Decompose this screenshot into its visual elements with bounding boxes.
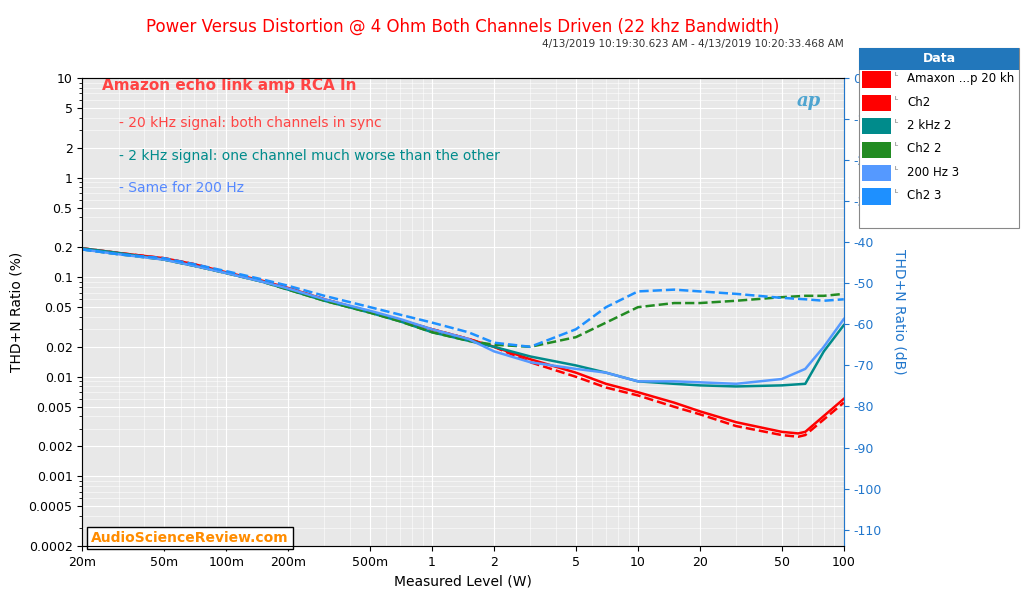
Text: - 2 kHz signal: one channel much worse than the other: - 2 kHz signal: one channel much worse t…: [118, 149, 499, 163]
Bar: [862, 165, 891, 181]
Text: Ch2: Ch2: [908, 95, 930, 109]
Text: 2 kHz 2: 2 kHz 2: [908, 119, 952, 132]
Text: Data: Data: [922, 52, 956, 65]
Text: ᴸ: ᴸ: [894, 190, 897, 198]
Text: Ch2 3: Ch2 3: [908, 189, 942, 202]
Y-axis label: THD+N Ratio (dB): THD+N Ratio (dB): [893, 249, 907, 375]
Bar: [862, 71, 891, 88]
Text: 4/13/2019 10:19:30.623 AM - 4/13/2019 10:20:33.468 AM: 4/13/2019 10:19:30.623 AM - 4/13/2019 10…: [542, 39, 844, 49]
Text: ᴸ: ᴸ: [894, 95, 897, 104]
Text: AudioScienceReview.com: AudioScienceReview.com: [91, 531, 288, 545]
Bar: [862, 142, 891, 158]
X-axis label: Measured Level (W): Measured Level (W): [394, 574, 532, 588]
Bar: [862, 118, 891, 134]
Text: 200 Hz 3: 200 Hz 3: [908, 166, 959, 179]
Text: Ch2 2: Ch2 2: [908, 142, 942, 155]
Text: - Same for 200 Hz: - Same for 200 Hz: [118, 181, 244, 195]
Bar: [862, 95, 891, 111]
Text: ap: ap: [796, 92, 821, 110]
Text: ᴸ: ᴸ: [894, 142, 897, 151]
Text: ᴸ: ᴸ: [894, 166, 897, 175]
Text: ᴸ: ᴸ: [894, 72, 897, 81]
Text: Power Versus Distortion @ 4 Ohm Both Channels Driven (22 khz Bandwidth): Power Versus Distortion @ 4 Ohm Both Cha…: [146, 18, 780, 36]
Text: - 20 kHz signal: both channels in sync: - 20 kHz signal: both channels in sync: [118, 116, 381, 130]
Text: ᴸ: ᴸ: [894, 119, 897, 128]
Text: Amaxon ...p 20 kh: Amaxon ...p 20 kh: [908, 72, 1015, 85]
Bar: [862, 188, 891, 205]
Y-axis label: THD+N Ratio (%): THD+N Ratio (%): [9, 252, 23, 372]
Text: Amazon echo link amp RCA In: Amazon echo link amp RCA In: [102, 79, 357, 94]
Bar: [859, 48, 1019, 70]
